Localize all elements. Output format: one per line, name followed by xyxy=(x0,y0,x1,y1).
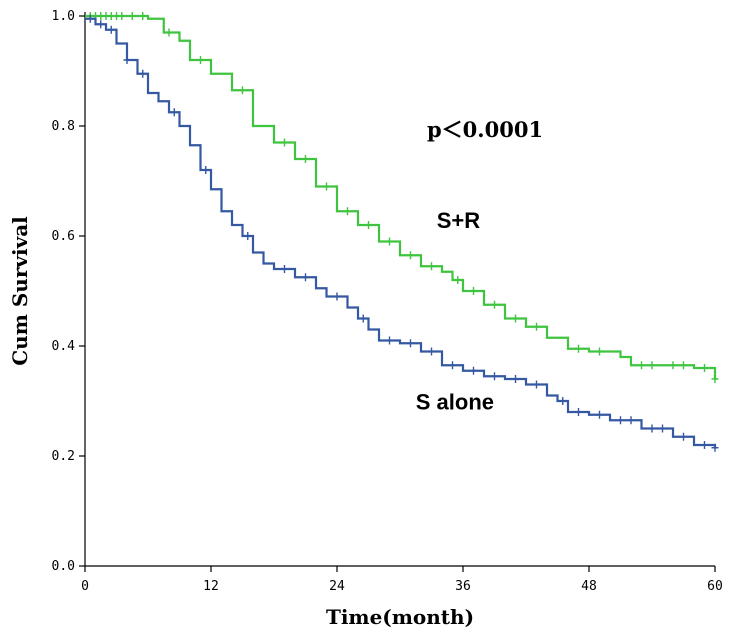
survival-curve-s-r xyxy=(85,14,717,379)
censor-mark xyxy=(648,424,656,433)
censor-mark xyxy=(128,12,136,20)
series-label-s-r: S+R xyxy=(437,208,481,233)
censor-mark xyxy=(165,28,173,37)
censor-mark xyxy=(281,138,288,147)
censor-mark xyxy=(344,207,351,216)
censor-mark xyxy=(202,166,210,174)
censor-mark xyxy=(302,155,309,163)
survival-curve-s-alone xyxy=(85,17,717,448)
x-tick-label: 0 xyxy=(81,579,89,594)
y-axis-title: Cum Survival xyxy=(8,216,32,366)
censor-mark xyxy=(281,265,288,273)
censor-mark xyxy=(386,336,393,345)
y-tick-label: 0.0 xyxy=(52,559,75,574)
y-tick-label: 1.0 xyxy=(52,9,75,24)
y-tick-label: 0.8 xyxy=(52,119,75,134)
censor-mark xyxy=(123,56,131,64)
censor-mark xyxy=(533,380,540,389)
censor-mark xyxy=(386,237,393,246)
censor-mark xyxy=(559,397,567,405)
censor-mark xyxy=(86,14,94,23)
y-tick-label: 0.6 xyxy=(52,229,75,244)
labels-layer: Cum Survival Time(month) p＜0.0001 S+R S a… xyxy=(8,117,543,629)
x-tick-label: 24 xyxy=(329,579,345,594)
censor-mark xyxy=(407,339,414,348)
censor-mark xyxy=(648,361,656,370)
censor-mark xyxy=(139,12,147,20)
censor-mark xyxy=(323,182,330,191)
censor-mark xyxy=(617,416,624,425)
censor-mark xyxy=(575,408,582,416)
censor-mark xyxy=(244,232,252,240)
x-tick-label: 48 xyxy=(581,579,597,594)
series-s-r xyxy=(85,12,719,383)
censor-mark xyxy=(449,361,456,370)
censor-mark xyxy=(428,347,435,356)
censor-mark xyxy=(97,20,105,29)
censor-mark xyxy=(596,410,603,419)
y-tick-label: 0.2 xyxy=(52,449,75,464)
series-layer xyxy=(85,12,719,452)
censor-mark xyxy=(407,251,414,260)
censor-mark xyxy=(596,347,603,356)
x-tick-label: 60 xyxy=(707,579,723,594)
series-label-s-alone: S alone xyxy=(416,389,494,414)
p-value-annotation: p＜0.0001 xyxy=(427,117,543,142)
censor-mark xyxy=(470,366,477,375)
censor-mark xyxy=(107,25,115,34)
censor-mark xyxy=(139,69,147,78)
censor-mark xyxy=(365,221,372,229)
censor-mark xyxy=(669,361,677,370)
axes xyxy=(84,12,715,567)
censor-mark xyxy=(491,372,498,381)
censor-mark xyxy=(711,375,719,383)
censor-mark xyxy=(454,276,462,284)
series-s-alone xyxy=(85,14,719,452)
censor-mark xyxy=(638,361,645,370)
y-tick-label: 0.4 xyxy=(52,339,76,354)
censor-mark xyxy=(170,108,178,117)
censor-mark xyxy=(302,273,309,282)
censor-mark xyxy=(118,12,126,20)
censor-mark xyxy=(575,344,582,353)
censor-mark xyxy=(428,262,435,271)
censor-mark xyxy=(512,314,519,323)
censor-mark xyxy=(359,314,367,323)
censor-mark xyxy=(491,300,498,309)
censor-mark xyxy=(701,441,708,449)
x-tick-label: 12 xyxy=(203,579,219,594)
censor-mark xyxy=(239,86,246,95)
censor-mark xyxy=(470,287,477,295)
censor-mark xyxy=(333,292,341,301)
censor-mark xyxy=(627,416,635,425)
ticks: 0.0 0.2 0.4 0.6 0.8 1.0 0 12 24 36 48 60 xyxy=(52,9,723,594)
censor-mark xyxy=(680,361,687,370)
x-tick-label: 36 xyxy=(455,579,471,594)
censor-mark xyxy=(680,432,687,441)
x-axis-title: Time(month) xyxy=(326,605,474,629)
censor-mark xyxy=(197,56,204,64)
censor-mark xyxy=(711,443,719,452)
censor-mark xyxy=(701,364,708,372)
censor-mark xyxy=(659,424,666,433)
censor-mark xyxy=(533,322,540,331)
censor-mark xyxy=(512,375,519,383)
